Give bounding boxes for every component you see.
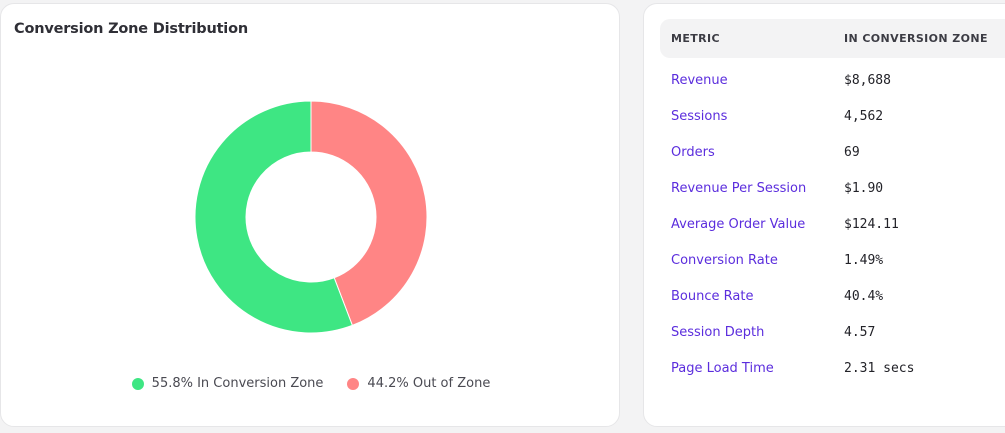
table-header: METRIC IN CONVERSION ZONE	[660, 19, 1005, 58]
metric-link[interactable]: Page Load Time	[671, 361, 774, 376]
donut-slice-in-conversion-zone[interactable]	[194, 100, 353, 334]
header-metric: METRIC	[671, 32, 720, 45]
chart-card: Conversion Zone Distribution 55.8% In Co…	[0, 3, 620, 427]
metrics-table-card: METRIC IN CONVERSION ZONE Revenue $8,688 S…	[643, 3, 1005, 427]
header-in-conversion-zone: IN CONVERSION ZONE	[844, 32, 988, 45]
legend-item[interactable]: 44.2% Out of Zone	[347, 376, 490, 391]
metric-link[interactable]: Bounce Rate	[671, 289, 754, 304]
chart-legend: 55.8% In Conversion Zone 44.2% Out of Zon…	[1, 376, 621, 391]
table-row: Conversion Rate 1.49%	[660, 244, 1005, 280]
metric-value: 40.4%	[844, 289, 884, 304]
legend-label: 44.2% Out of Zone	[367, 376, 491, 391]
legend-label: 55.8% In Conversion Zone	[151, 376, 324, 391]
metric-link[interactable]: Sessions	[671, 109, 728, 124]
metric-value: 2.31 secs	[844, 361, 915, 376]
metric-value: 1.49%	[844, 253, 884, 268]
metric-value: $124.11	[844, 217, 899, 232]
donut-chart	[194, 100, 428, 334]
legend-dot-icon	[131, 377, 144, 390]
chart-title: Conversion Zone Distribution	[14, 21, 248, 37]
donut-slice-out-of-zone[interactable]	[310, 100, 428, 327]
legend-dot-icon	[347, 377, 360, 390]
table-row: Revenue $8,688	[660, 64, 1005, 100]
metric-value: 69	[844, 145, 860, 160]
table-row: Page Load Time 2.31 secs	[660, 352, 1005, 388]
table-row: Sessions 4,562	[660, 100, 1005, 136]
metric-value: $8,688	[844, 73, 891, 88]
table-row: Bounce Rate 40.4%	[660, 280, 1005, 316]
table-row: Session Depth 4.57	[660, 316, 1005, 352]
metric-link[interactable]: Average Order Value	[671, 217, 806, 232]
legend-item[interactable]: 55.8% In Conversion Zone	[131, 376, 324, 391]
table-row: Orders 69	[660, 136, 1005, 172]
metric-value: $1.90	[844, 181, 884, 196]
metric-link[interactable]: Session Depth	[671, 325, 765, 340]
metric-link[interactable]: Orders	[671, 145, 715, 160]
metric-value: 4.57	[844, 325, 876, 340]
metric-link[interactable]: Conversion Rate	[671, 253, 778, 268]
metric-link[interactable]: Revenue Per Session	[671, 181, 807, 196]
metric-link[interactable]: Revenue	[671, 73, 728, 88]
table-row: Revenue Per Session $1.90	[660, 172, 1005, 208]
table-row: Average Order Value $124.11	[660, 208, 1005, 244]
metric-value: 4,562	[844, 109, 884, 124]
